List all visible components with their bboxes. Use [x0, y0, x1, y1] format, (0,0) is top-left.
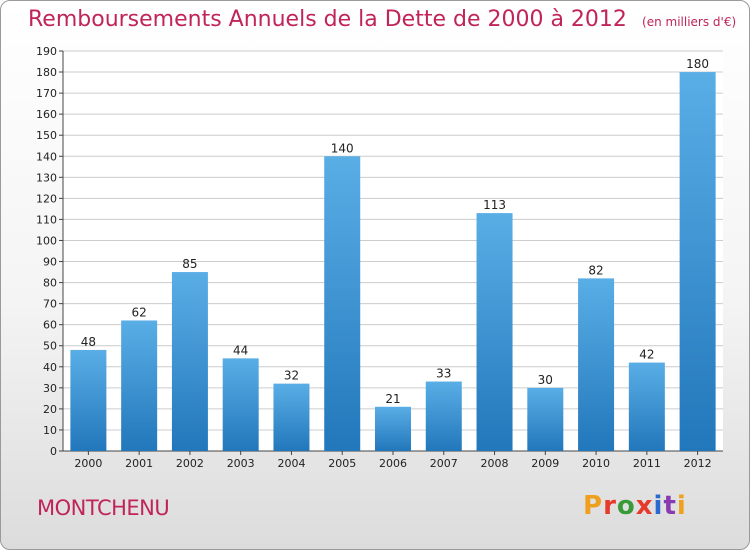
bar-value-label: 82: [588, 263, 603, 277]
bar-value-label: 21: [385, 392, 400, 406]
bar: [476, 213, 513, 451]
bar: [324, 156, 361, 451]
bar: [527, 387, 564, 451]
x-tick-label: 2011: [633, 457, 661, 470]
y-tick-label: 170: [36, 87, 57, 100]
y-tick-label: 190: [36, 45, 57, 58]
x-tick-label: 2000: [74, 457, 102, 470]
x-tick-label: 2009: [531, 457, 559, 470]
bar-value-label: 113: [483, 198, 506, 212]
y-tick-label: 40: [43, 361, 57, 374]
x-tick-label: 2008: [481, 457, 509, 470]
x-tick-label: 2012: [684, 457, 712, 470]
y-tick-label: 130: [36, 171, 57, 184]
logo-letter: t: [663, 491, 677, 521]
y-tick-label: 60: [43, 319, 57, 332]
y-tick-label: 120: [36, 192, 57, 205]
x-tick-label: 2003: [227, 457, 255, 470]
bar-value-label: 140: [331, 141, 354, 155]
logo-letter: P: [583, 491, 604, 521]
y-tick-label: 70: [43, 298, 57, 311]
x-tick-label: 2005: [328, 457, 356, 470]
bar: [578, 278, 615, 451]
bar-value-label: 42: [639, 348, 654, 362]
y-tick-label: 180: [36, 66, 57, 79]
y-tick-label: 30: [43, 382, 57, 395]
logo-letter: r: [603, 491, 617, 521]
bar-value-label: 32: [284, 369, 299, 383]
bar: [679, 72, 716, 451]
y-tick-label: 10: [43, 424, 57, 437]
chart-title: Remboursements Annuels de la Dette de 20…: [28, 7, 627, 32]
bar-value-label: 33: [436, 367, 451, 381]
proxiti-logo: Proxiti: [583, 491, 687, 521]
bar: [121, 320, 158, 451]
x-tick-label: 2002: [176, 457, 204, 470]
logo-letter: i: [653, 491, 664, 521]
bar: [222, 358, 259, 451]
x-tick-label: 2001: [125, 457, 153, 470]
commune-name: MONTCHENU: [37, 496, 170, 520]
bar-value-label: 85: [182, 257, 197, 271]
y-tick-label: 160: [36, 108, 57, 121]
x-tick-label: 2004: [277, 457, 305, 470]
y-tick-label: 140: [36, 150, 57, 163]
y-tick-label: 0: [50, 445, 57, 458]
bar: [375, 406, 411, 451]
chart-subtitle: (en milliers d'€): [642, 15, 737, 29]
y-tick-label: 20: [43, 403, 57, 416]
x-tick-label: 2010: [582, 457, 610, 470]
bar: [171, 272, 208, 451]
bar-value-label: 180: [686, 57, 709, 71]
bar-value-label: 62: [132, 305, 147, 319]
y-tick-label: 110: [36, 213, 57, 226]
x-tick-label: 2006: [379, 457, 407, 470]
y-tick-label: 50: [43, 340, 57, 353]
logo-letter: x: [635, 491, 654, 521]
bar-value-label: 30: [538, 373, 553, 387]
y-tick-label: 90: [43, 256, 57, 269]
logo-letter: o: [616, 491, 636, 521]
y-tick-label: 100: [36, 234, 57, 247]
bar-value-label: 48: [81, 335, 96, 349]
title-row: Remboursements Annuels de la Dette de 20…: [28, 7, 736, 32]
bar-value-label: 44: [233, 343, 248, 357]
logo-letter: i: [676, 491, 687, 521]
y-tick-label: 80: [43, 277, 57, 290]
x-tick-label: 2007: [430, 457, 458, 470]
bar: [425, 381, 462, 451]
bar: [70, 349, 107, 451]
bar: [273, 383, 310, 451]
bar: [628, 362, 665, 451]
y-tick-label: 150: [36, 129, 57, 142]
